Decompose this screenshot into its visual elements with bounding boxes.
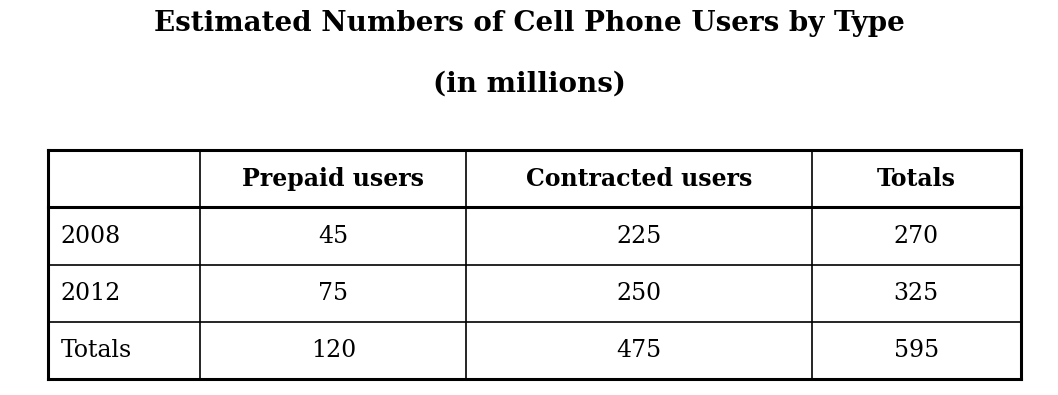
Text: 325: 325 xyxy=(894,282,938,305)
Text: 120: 120 xyxy=(311,339,357,362)
Text: 250: 250 xyxy=(617,282,661,305)
Text: Totals: Totals xyxy=(60,339,131,362)
Text: 225: 225 xyxy=(617,224,661,248)
Text: Estimated Numbers of Cell Phone Users by Type: Estimated Numbers of Cell Phone Users by… xyxy=(153,10,905,37)
Text: (in millions): (in millions) xyxy=(433,71,625,98)
Text: 2012: 2012 xyxy=(60,282,121,305)
Text: 270: 270 xyxy=(894,224,938,248)
Text: 475: 475 xyxy=(617,339,661,362)
Text: Contracted users: Contracted users xyxy=(526,167,752,191)
Text: Totals: Totals xyxy=(877,167,955,191)
Text: 2008: 2008 xyxy=(60,224,121,248)
Text: 45: 45 xyxy=(318,224,348,248)
Text: 595: 595 xyxy=(894,339,938,362)
Text: 75: 75 xyxy=(318,282,348,305)
Text: Prepaid users: Prepaid users xyxy=(242,167,424,191)
